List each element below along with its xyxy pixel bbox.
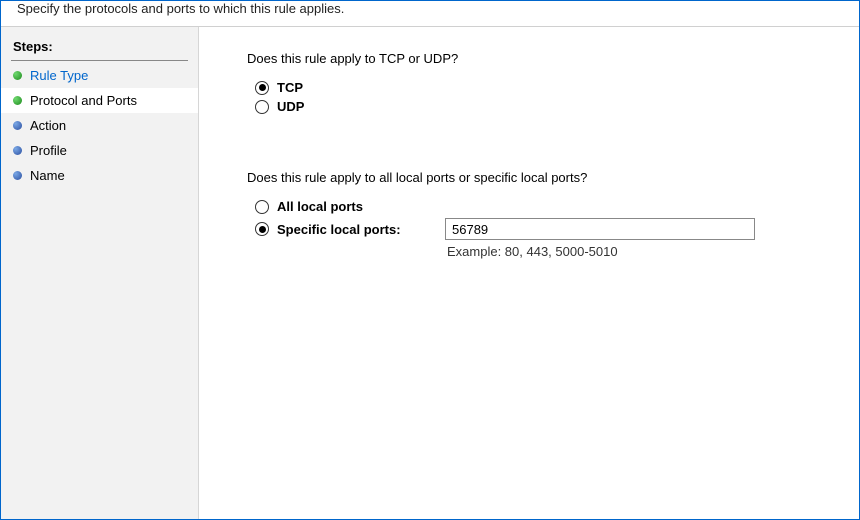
radio-label: UDP <box>277 99 304 114</box>
step-profile[interactable]: Profile <box>1 138 198 163</box>
protocol-question: Does this rule apply to TCP or UDP? <box>247 51 819 66</box>
ports-question: Does this rule apply to all local ports … <box>247 170 819 185</box>
bullet-icon <box>13 96 22 105</box>
header-subtitle: Specify the protocols and ports to which… <box>1 1 859 27</box>
steps-sidebar: Steps: Rule Type Protocol and Ports Acti… <box>1 27 199 519</box>
radio-label: Specific local ports: <box>277 222 445 237</box>
step-name[interactable]: Name <box>1 163 198 188</box>
step-label: Profile <box>30 143 67 158</box>
main-panel: Does this rule apply to TCP or UDP? TCP … <box>199 27 859 519</box>
radio-label: TCP <box>277 80 303 95</box>
bullet-icon <box>13 71 22 80</box>
step-label: Action <box>30 118 66 133</box>
steps-divider <box>11 60 188 61</box>
step-protocol-and-ports[interactable]: Protocol and Ports <box>1 88 198 113</box>
step-label: Protocol and Ports <box>30 93 137 108</box>
bullet-icon <box>13 146 22 155</box>
ports-example-text: Example: 80, 443, 5000-5010 <box>447 244 819 259</box>
step-action[interactable]: Action <box>1 113 198 138</box>
bullet-icon <box>13 171 22 180</box>
steps-heading: Steps: <box>1 35 198 60</box>
radio-tcp[interactable]: TCP <box>255 80 819 95</box>
step-label: Name <box>30 168 65 183</box>
step-label: Rule Type <box>30 68 88 83</box>
radio-specific-ports[interactable]: Specific local ports: <box>255 218 819 240</box>
radio-icon <box>255 81 269 95</box>
step-rule-type[interactable]: Rule Type <box>1 63 198 88</box>
dialog-body: Steps: Rule Type Protocol and Ports Acti… <box>1 27 859 519</box>
radio-label: All local ports <box>277 199 363 214</box>
radio-icon <box>255 100 269 114</box>
wizard-dialog: Specify the protocols and ports to which… <box>0 0 860 520</box>
radio-udp[interactable]: UDP <box>255 99 819 114</box>
radio-icon <box>255 222 269 236</box>
specific-ports-input[interactable] <box>445 218 755 240</box>
bullet-icon <box>13 121 22 130</box>
radio-all-ports[interactable]: All local ports <box>255 199 819 214</box>
radio-icon <box>255 200 269 214</box>
